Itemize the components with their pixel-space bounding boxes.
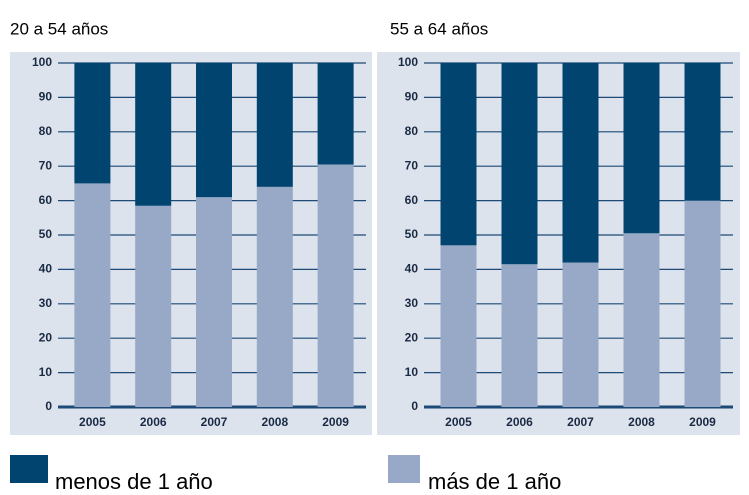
y-tick-label: 40 xyxy=(405,262,419,276)
bar-segment xyxy=(623,233,660,407)
bar-segment xyxy=(684,200,721,407)
bar-segment xyxy=(562,262,599,407)
y-tick-label: 80 xyxy=(405,124,419,138)
bar-segment xyxy=(317,164,354,407)
x-tick-label: 2009 xyxy=(689,415,716,429)
bar-segment xyxy=(623,63,660,234)
x-tick-label: 2005 xyxy=(79,415,106,429)
bar-segment xyxy=(256,186,293,407)
bar-segment xyxy=(74,183,111,407)
x-tick-label: 2007 xyxy=(567,415,594,429)
y-tick-label: 10 xyxy=(39,365,53,379)
bar-segment xyxy=(562,63,599,263)
y-tick-label: 90 xyxy=(39,90,53,104)
bar-segment xyxy=(256,63,293,187)
bar-segment xyxy=(440,245,477,407)
y-tick-label: 0 xyxy=(45,399,52,413)
y-tick-label: 100 xyxy=(398,55,418,69)
legend-swatch xyxy=(388,455,420,483)
y-tick-label: 40 xyxy=(39,262,53,276)
panel xyxy=(377,52,740,435)
bar-segment xyxy=(440,63,477,246)
y-tick-label: 70 xyxy=(39,158,53,172)
y-tick-label: 60 xyxy=(39,193,53,207)
x-tick-label: 2008 xyxy=(628,415,655,429)
legend-swatch xyxy=(10,455,48,483)
panel xyxy=(10,52,372,435)
bar-segment xyxy=(74,63,111,184)
x-tick-label: 2007 xyxy=(201,415,228,429)
y-tick-label: 30 xyxy=(405,296,419,310)
y-tick-label: 60 xyxy=(405,193,419,207)
x-tick-label: 2006 xyxy=(140,415,167,429)
y-tick-label: 20 xyxy=(405,330,419,344)
bar-segment xyxy=(684,63,721,201)
chart-title: 55 a 64 años xyxy=(390,19,488,38)
y-tick-label: 10 xyxy=(405,365,419,379)
bar-segment xyxy=(317,63,354,165)
x-tick-label: 2009 xyxy=(322,415,349,429)
y-tick-label: 100 xyxy=(32,55,52,69)
legend-label: más de 1 año xyxy=(428,469,561,494)
chart-title: 20 a 54 años xyxy=(10,19,108,38)
bar-segment xyxy=(196,63,232,198)
bar-segment xyxy=(196,197,232,407)
y-tick-label: 50 xyxy=(39,227,53,241)
x-tick-label: 2006 xyxy=(506,415,533,429)
bar-segment xyxy=(501,63,538,265)
y-tick-label: 90 xyxy=(405,90,419,104)
bar-segment xyxy=(135,63,172,206)
y-tick-label: 30 xyxy=(39,296,53,310)
x-tick-label: 2005 xyxy=(445,415,472,429)
y-tick-label: 0 xyxy=(411,399,418,413)
x-tick-label: 2008 xyxy=(261,415,288,429)
y-tick-label: 80 xyxy=(39,124,53,138)
bar-segment xyxy=(501,264,538,407)
legend-label: menos de 1 año xyxy=(55,469,213,494)
y-tick-label: 50 xyxy=(405,227,419,241)
y-tick-label: 70 xyxy=(405,158,419,172)
y-tick-label: 20 xyxy=(39,330,53,344)
bar-segment xyxy=(135,205,172,407)
